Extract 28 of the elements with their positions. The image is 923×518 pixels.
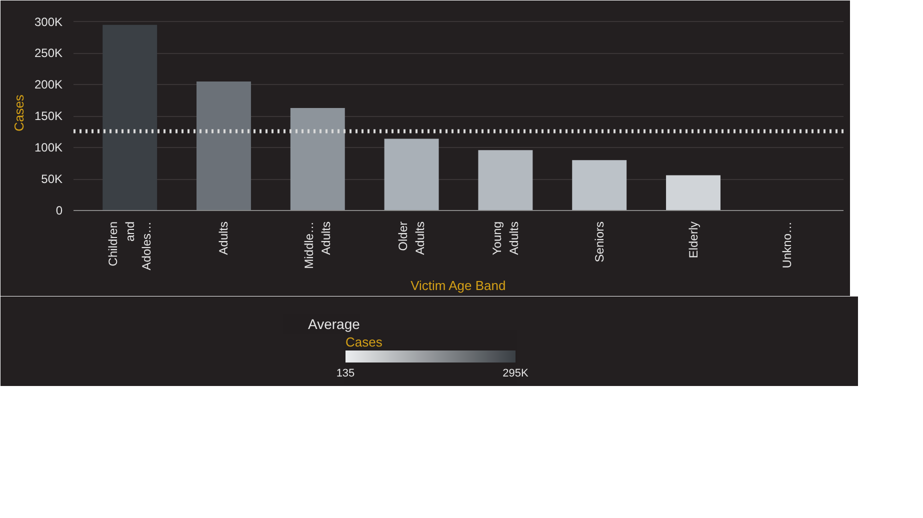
bar <box>384 138 439 210</box>
x-tick-label: Elderly <box>686 221 700 258</box>
x-tick-label: Older Adults <box>396 221 427 255</box>
y-tick-label: 0 <box>56 204 63 218</box>
y-axis-title: Cases <box>11 94 26 132</box>
y-tick-label: 150K <box>34 109 63 124</box>
bar <box>290 108 345 210</box>
bar <box>478 150 533 210</box>
bar <box>666 175 720 210</box>
color-bar-title: Cases <box>346 334 383 350</box>
color-bar-label: 135 <box>336 368 355 380</box>
color-bar-label: 295K <box>502 368 530 380</box>
x-tick-label: Seniors <box>592 222 606 262</box>
x-axis-title: Victim Age Band <box>410 278 506 294</box>
x-tick-label: Adults <box>216 221 231 255</box>
bar <box>572 160 627 210</box>
y-tick-label: 200K <box>34 78 63 92</box>
ref-line-label: Average <box>308 316 360 332</box>
x-tick-label: Young Adults <box>490 221 521 256</box>
bar <box>196 82 251 210</box>
x-tick-label: Children and Adoles… <box>106 221 154 270</box>
bar <box>102 24 158 210</box>
y-tick-label: 50K <box>41 172 63 186</box>
y-tick-label: 250K <box>34 46 63 60</box>
x-tick-label: Middle… Adults <box>302 221 334 269</box>
y-tick-label: 100K <box>34 140 63 155</box>
y-tick-label: 300K <box>34 14 63 29</box>
x-tick-label: Unkno… <box>780 222 794 268</box>
